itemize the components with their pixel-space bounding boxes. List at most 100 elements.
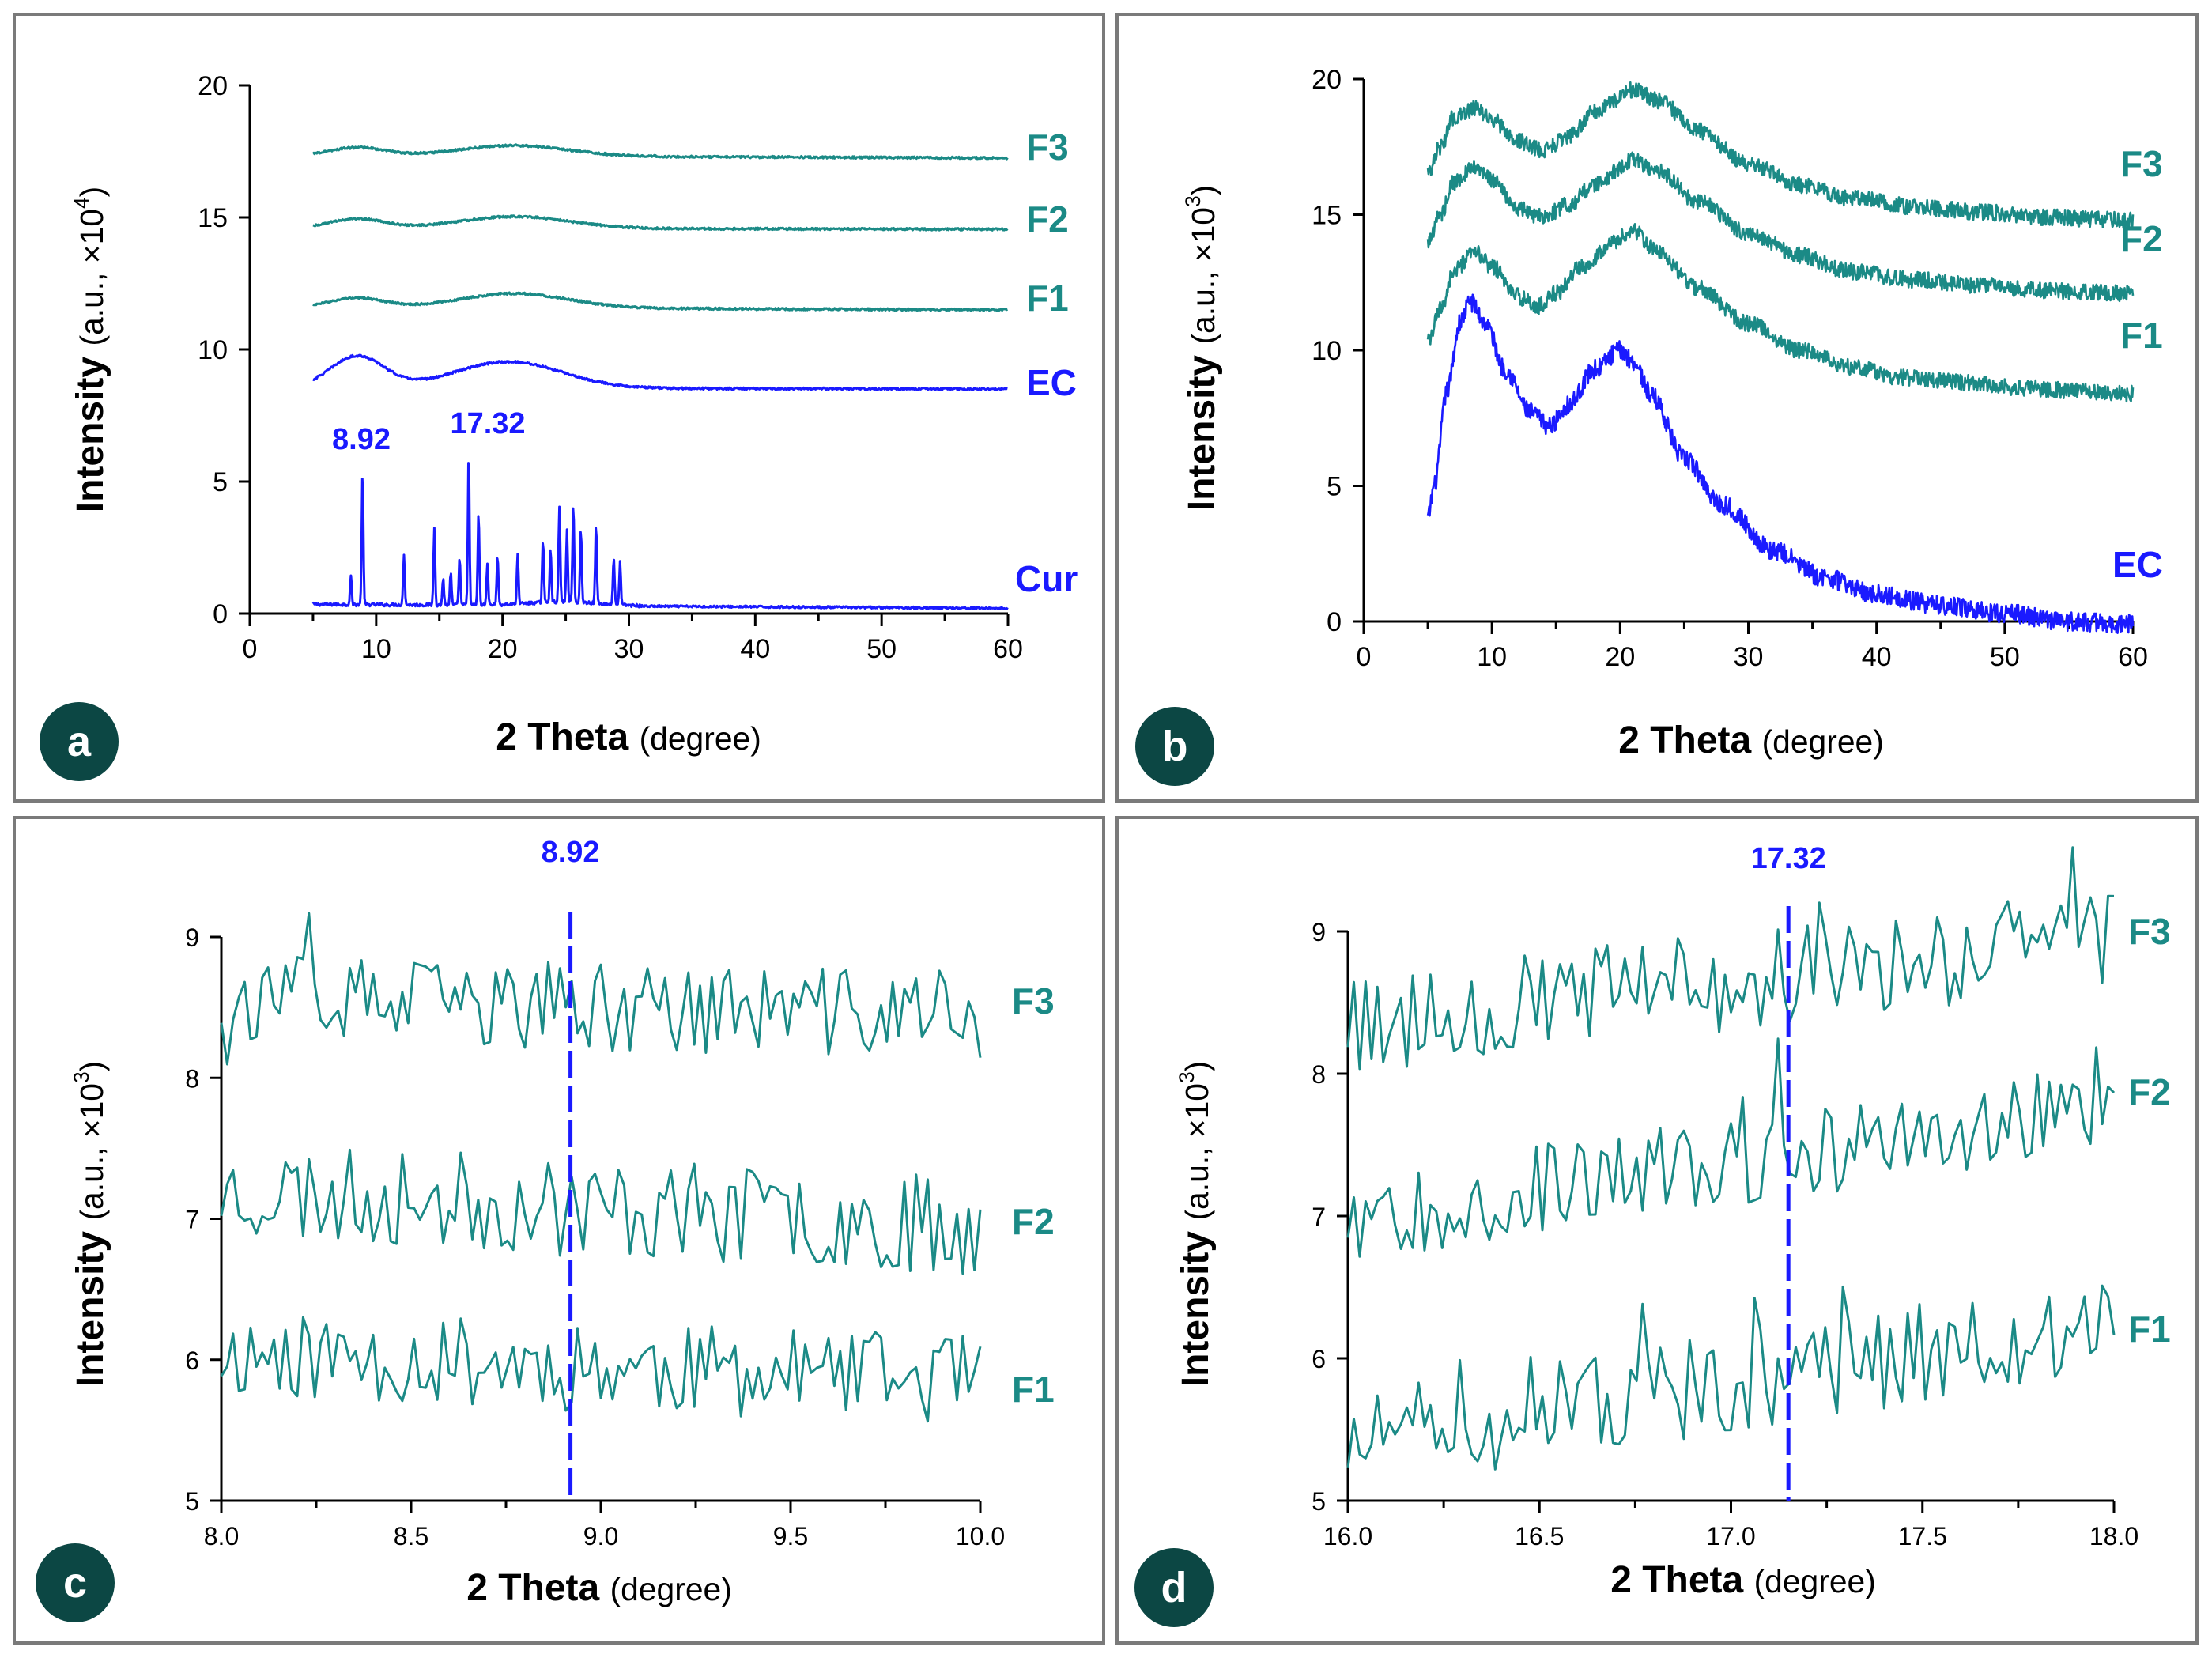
- x-tick-label: 40: [740, 634, 770, 664]
- series-label-F2: F2: [2128, 1071, 2171, 1112]
- series-label-F1: F1: [2128, 1309, 2171, 1350]
- x-axis-label-main: 2 Theta: [466, 1567, 610, 1609]
- series-label-F2: F2: [1026, 198, 1069, 240]
- panel-badge: [40, 702, 119, 781]
- panel-badge: [1135, 707, 1214, 786]
- panel-a: 0 5 10 15 20 0 10 20 30 40 50 60 2 Theta (degree) Int…: [13, 13, 1105, 803]
- panel-frame: [13, 13, 1105, 803]
- y-axis-label-main: Intensity: [70, 1221, 111, 1388]
- x-tick-label: 60: [2118, 642, 2148, 672]
- panel-b: 0 5 10 15 20 0 10 20 30 40 50 60 2 Theta (degree) Int…: [1115, 13, 2199, 803]
- y-axis-label-exponent: 3: [70, 1071, 93, 1083]
- x-tick-label: 20: [1605, 642, 1635, 672]
- x-axis-label-main: 2 Theta: [496, 716, 639, 758]
- y-axis-label-close: ): [74, 1061, 110, 1072]
- y-axis-label-unit: (a.u., ×10: [74, 209, 110, 346]
- series-line-F2: [312, 214, 1009, 232]
- x-tick-label: 20: [488, 634, 518, 664]
- x-axis-label: 2 Theta (degree): [466, 1567, 732, 1609]
- series-label-F1: F1: [2120, 315, 2163, 356]
- x-tick-label: 16.0: [1323, 1522, 1372, 1550]
- x-tick-label: 50: [866, 634, 897, 664]
- panel-badge: [36, 1543, 115, 1622]
- x-tick-label: 10: [1477, 642, 1507, 672]
- y-tick-label: 5: [1312, 1487, 1326, 1516]
- x-tick-label: 10: [361, 634, 391, 664]
- y-tick-label: 20: [198, 71, 228, 101]
- series-label-F1: F1: [1012, 1369, 1055, 1410]
- y-tick-label: 10: [198, 335, 228, 365]
- series-line-F3: [1426, 81, 2135, 229]
- y-tick-label: 7: [185, 1206, 199, 1234]
- series-label-EC: EC: [2112, 544, 2163, 585]
- y-axis-label-unit: (a.u., ×10: [1185, 207, 1221, 345]
- x-tick-label: 8.0: [204, 1522, 239, 1550]
- y-axis-label-close: ): [1179, 1061, 1215, 1072]
- x-axis-label-unit: (degree): [640, 720, 761, 757]
- y-axis-label-close: ): [74, 187, 110, 198]
- y-axis-label: Intensity (a.u., ×103): [1175, 1061, 1217, 1388]
- x-axis-label: 2 Theta (degree): [1610, 1559, 1876, 1601]
- series-label-F1: F1: [1026, 278, 1069, 319]
- peak-marker-label: 17.32: [1751, 842, 1826, 875]
- y-axis-label-main: Intensity: [1181, 345, 1223, 512]
- series-label-F2: F2: [2120, 218, 2163, 259]
- series-line-F1: [312, 291, 1008, 312]
- x-tick-label: 17.5: [1898, 1522, 1947, 1550]
- series-line-EC: [1426, 293, 2135, 634]
- x-tick-label: 30: [1734, 642, 1764, 672]
- x-tick-label: 9.0: [583, 1522, 618, 1550]
- panel-frame: [13, 816, 1105, 1645]
- series-line-F2: [1346, 1037, 2116, 1258]
- x-axis-label: 2 Theta (degree): [1618, 719, 1884, 761]
- y-tick-label: 6: [185, 1346, 199, 1375]
- series-line-EC: [312, 353, 1008, 391]
- y-tick-label: 15: [1312, 201, 1342, 231]
- series-label-F2: F2: [1012, 1201, 1055, 1242]
- x-tick-label: 40: [1862, 642, 1892, 672]
- series-label-F3: F3: [1012, 980, 1055, 1022]
- y-axis-label-main: Intensity: [1175, 1221, 1217, 1388]
- series-label-Cur: Cur: [1015, 558, 1078, 599]
- peak-label: 8.92: [332, 423, 391, 456]
- x-axis-label: 2 Theta (degree): [496, 716, 761, 758]
- y-axis-label-main: Intensity: [70, 346, 111, 513]
- x-tick-label: 16.5: [1515, 1522, 1564, 1550]
- x-axis-label-unit: (degree): [610, 1571, 732, 1607]
- y-tick-label: 9: [1312, 918, 1326, 946]
- y-tick-label: 5: [213, 467, 228, 497]
- y-tick-label: 10: [1312, 336, 1342, 366]
- series-line-F1: [1426, 223, 2135, 403]
- x-axis-label-main: 2 Theta: [1618, 719, 1761, 761]
- series-label-EC: EC: [1026, 362, 1077, 403]
- series-line-F1: [1346, 1284, 2116, 1471]
- y-axis-label: Intensity (a.u., ×103): [70, 1061, 111, 1388]
- x-tick-label: 18.0: [2089, 1522, 2138, 1550]
- y-tick-label: 0: [213, 599, 228, 629]
- x-tick-label: 30: [614, 634, 644, 664]
- y-tick-label: 8: [185, 1064, 199, 1093]
- y-axis-label-exponent: 3: [1181, 195, 1205, 207]
- y-tick-label: 9: [185, 923, 199, 952]
- panel-badge-letter: c: [63, 1559, 87, 1607]
- peak-marker-label: 8.92: [542, 836, 600, 869]
- y-axis-label-exponent: 3: [1175, 1071, 1198, 1083]
- x-tick-label: 0: [243, 634, 258, 664]
- x-tick-label: 60: [993, 634, 1023, 664]
- panel-frame: [1115, 13, 2199, 803]
- y-tick-label: 5: [1327, 472, 1342, 502]
- y-axis-label-exponent: 4: [70, 197, 93, 209]
- panel-badge-letter: d: [1161, 1564, 1187, 1611]
- peak-label: 17.32: [450, 407, 525, 440]
- series-label-F3: F3: [2128, 911, 2171, 952]
- y-tick-label: 5: [185, 1487, 199, 1516]
- y-axis-label: Intensity (a.u., ×103): [1181, 185, 1223, 512]
- y-axis-label-unit: (a.u., ×10: [1179, 1083, 1215, 1221]
- x-tick-label: 8.5: [394, 1522, 428, 1550]
- series-line-Cur: [311, 462, 1009, 610]
- panel-badge-letter: b: [1162, 723, 1188, 770]
- y-tick-label: 7: [1312, 1203, 1326, 1231]
- y-tick-label: 6: [1312, 1345, 1326, 1373]
- x-axis-label-unit: (degree): [1754, 1563, 1876, 1599]
